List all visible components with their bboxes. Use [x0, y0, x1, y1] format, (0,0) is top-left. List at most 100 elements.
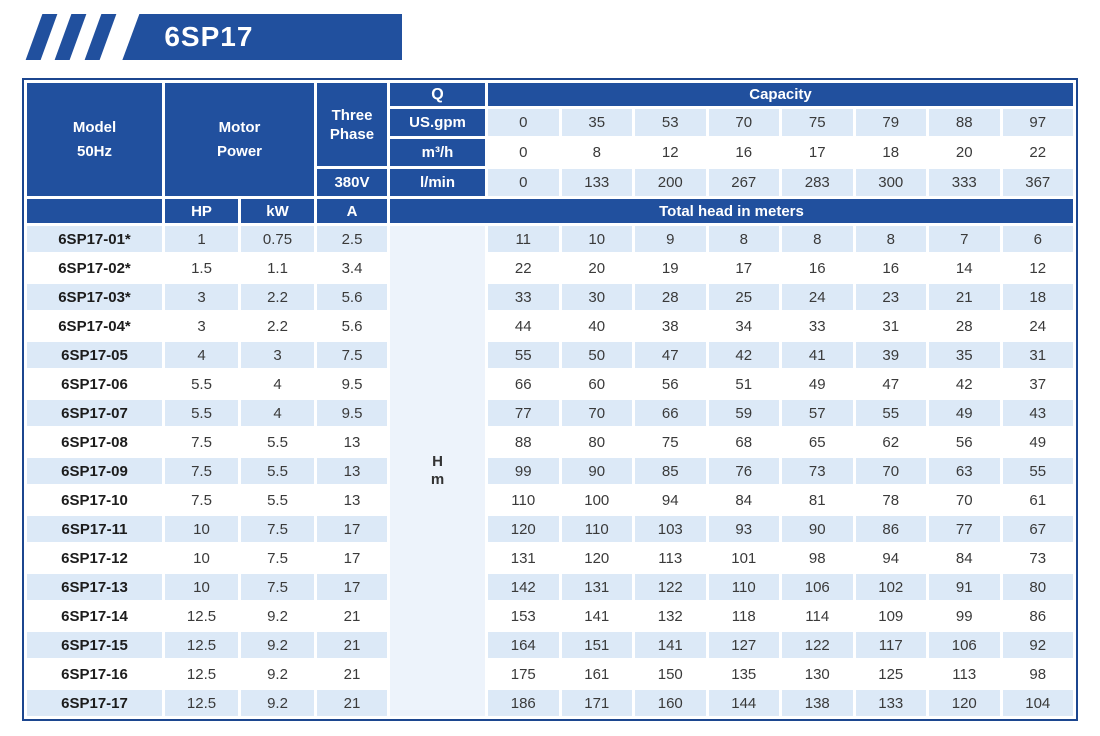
q-header: Q: [390, 83, 485, 106]
head-cell: 90: [782, 516, 853, 542]
kw-cell: 4: [241, 371, 314, 397]
hp-cell: 1.5: [165, 255, 238, 281]
motor-power-header: Motor Power: [165, 83, 314, 196]
head-cell: 113: [635, 545, 706, 571]
head-cell: 33: [488, 284, 559, 310]
head-cell: 8: [708, 226, 779, 252]
kw-header: kW: [241, 199, 314, 223]
head-cell: 175: [488, 661, 559, 687]
head-cell: 42: [929, 371, 1000, 397]
head-cell: 18: [1002, 284, 1073, 310]
hp-cell: 1: [165, 226, 238, 252]
flow-lmin-cell: 367: [1002, 169, 1073, 196]
model-series-banner: 6SP17: [22, 14, 403, 60]
amp-cell: 9.5: [317, 400, 387, 426]
kw-cell: 7.5: [241, 516, 314, 542]
head-cell: 131: [561, 574, 632, 600]
kw-cell: 5.5: [241, 458, 314, 484]
unit-m3h-header: m³/h: [390, 139, 485, 166]
head-cell: 39: [855, 342, 926, 368]
head-cell: 28: [635, 284, 706, 310]
head-cell: 70: [855, 458, 926, 484]
head-cell: 44: [488, 313, 559, 339]
head-cell: 160: [635, 690, 706, 716]
kw-cell: 2.2: [241, 284, 314, 310]
head-cell: 35: [929, 342, 1000, 368]
head-cell: 16: [782, 255, 853, 281]
hp-cell: 5.5: [165, 371, 238, 397]
hp-cell: 7.5: [165, 429, 238, 455]
amp-cell: 21: [317, 632, 387, 658]
head-cell: 164: [488, 632, 559, 658]
flow-lmin-cell: 267: [708, 169, 779, 196]
model-cell: 6SP17-09: [27, 458, 162, 484]
head-cell: 144: [708, 690, 779, 716]
head-cell: 86: [1002, 603, 1073, 629]
model-cell: 6SP17-08: [27, 429, 162, 455]
head-cell: 80: [561, 429, 632, 455]
flow-m3h-cell: 12: [661, 144, 679, 161]
flow-gpm-cell: 97: [1002, 109, 1073, 136]
head-cell: 138: [782, 690, 853, 716]
hp-cell: 3: [165, 284, 238, 310]
head-cell: 33: [782, 313, 853, 339]
flow-lmin-cell: 0: [488, 169, 559, 196]
head-cell: 86: [855, 516, 926, 542]
amp-cell: 9.5: [317, 371, 387, 397]
flow-gpm-cell: 75: [782, 109, 853, 136]
banner-title: 6SP17: [122, 14, 403, 60]
model-cell: 6SP17-10: [27, 487, 162, 513]
head-cell: 16: [855, 255, 926, 281]
head-cell: 113: [929, 661, 1000, 687]
kw-cell: 9.2: [241, 603, 314, 629]
head-cell: 73: [782, 458, 853, 484]
head-cell: 28: [929, 313, 1000, 339]
model-cell: 6SP17-05: [27, 342, 162, 368]
hp-cell: 12.5: [165, 603, 238, 629]
hp-cell: 3: [165, 313, 238, 339]
kw-cell: 4: [241, 400, 314, 426]
banner-stripe-icon: [84, 14, 117, 60]
flow-gpm-cell: 88: [929, 109, 1000, 136]
flow-gpm-cell: 70: [708, 109, 779, 136]
head-cell: 93: [708, 516, 779, 542]
head-cell: 61: [1002, 487, 1073, 513]
head-cell: 101: [708, 545, 779, 571]
head-cell: 94: [855, 545, 926, 571]
head-cell: 70: [561, 400, 632, 426]
head-cell: 56: [635, 371, 706, 397]
head-cell: 122: [782, 632, 853, 658]
head-cell: 110: [488, 487, 559, 513]
model-cell: 6SP17-04*: [27, 313, 162, 339]
head-cell: 34: [708, 313, 779, 339]
head-unit: m: [430, 471, 445, 488]
head-cell: 150: [635, 661, 706, 687]
flow-m3h-cell: 0: [519, 144, 528, 161]
head-cell: 68: [708, 429, 779, 455]
head-cell: 120: [488, 516, 559, 542]
head-cell: 75: [635, 429, 706, 455]
total-head-header: Total head in meters: [390, 199, 1073, 223]
head-cell: 142: [488, 574, 559, 600]
model-cell: 6SP17-06: [27, 371, 162, 397]
flow-gpm-cell: 79: [855, 109, 926, 136]
model-cell: 6SP17-17: [27, 690, 162, 716]
head-cell: 7: [929, 226, 1000, 252]
flow-gpm-cell: 53: [635, 109, 706, 136]
amp-cell: 3.4: [317, 255, 387, 281]
amp-cell: 13: [317, 429, 387, 455]
kw-cell: 3: [241, 342, 314, 368]
model-header-line2: 50Hz: [76, 143, 113, 160]
head-cell: 55: [488, 342, 559, 368]
head-cell: 20: [561, 255, 632, 281]
blank-header-cell: [27, 199, 162, 223]
head-cell: 42: [708, 342, 779, 368]
head-cell: 8: [855, 226, 926, 252]
amp-cell: 21: [317, 661, 387, 687]
head-cell: 98: [1002, 661, 1073, 687]
head-cell: 76: [708, 458, 779, 484]
model-cell: 6SP17-03*: [27, 284, 162, 310]
head-cell: 55: [855, 400, 926, 426]
head-cell: 90: [561, 458, 632, 484]
head-cell: 131: [488, 545, 559, 571]
